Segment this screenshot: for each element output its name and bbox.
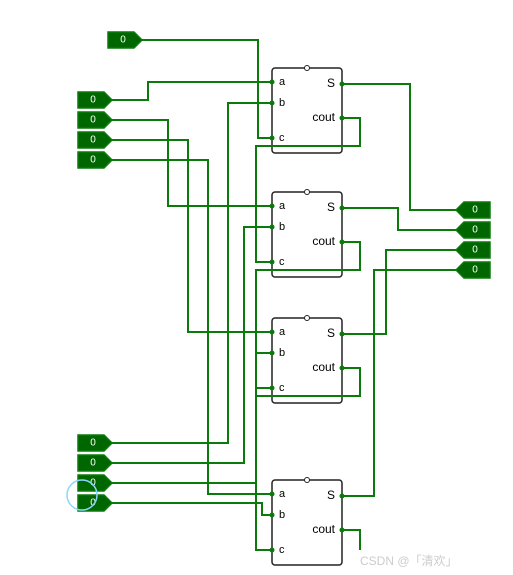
io-value: 0 — [90, 135, 96, 146]
io-value: 0 — [120, 35, 126, 46]
pin-label: a — [279, 200, 286, 212]
wire — [112, 120, 272, 206]
io-value: 0 — [90, 95, 96, 106]
io-value: 0 — [472, 225, 478, 236]
pin-label: S — [327, 326, 335, 340]
watermark: CSDN @「清欢」 — [360, 553, 458, 568]
wire — [342, 208, 456, 230]
io-value: 0 — [90, 458, 96, 469]
io-value: 0 — [90, 115, 96, 126]
pin-label: b — [279, 97, 285, 109]
pin-label: c — [279, 132, 285, 144]
pin-label: b — [279, 347, 285, 359]
pin-label: a — [279, 326, 286, 338]
io-value: 0 — [472, 245, 478, 256]
notch — [305, 66, 310, 71]
wire — [112, 227, 272, 463]
notch — [305, 316, 310, 321]
pin-label: b — [279, 509, 285, 521]
pin-label: c — [279, 382, 285, 394]
io-value: 0 — [90, 438, 96, 449]
wire — [142, 40, 272, 138]
notch — [305, 190, 310, 195]
circuit-diagram: abcScoutabcScoutabcScoutabcScout00000000… — [0, 0, 513, 575]
wire — [342, 530, 360, 550]
pin-label: b — [279, 221, 285, 233]
io-value: 0 — [472, 205, 478, 216]
wire — [112, 140, 272, 332]
pin-label: S — [327, 76, 335, 90]
pin-label: cout — [312, 360, 335, 374]
io-value: 0 — [90, 155, 96, 166]
pin-label: cout — [312, 234, 335, 248]
pin-label: cout — [312, 522, 335, 536]
wire — [112, 103, 272, 443]
wire — [112, 503, 272, 515]
pin-label: a — [279, 76, 286, 88]
notch — [305, 478, 310, 483]
pin-label: cout — [312, 110, 335, 124]
pin-label: c — [279, 256, 285, 268]
pin-label: S — [327, 200, 335, 214]
wire — [112, 82, 272, 100]
pin-label: c — [279, 544, 285, 556]
pin-label: S — [327, 488, 335, 502]
pin-label: a — [279, 488, 286, 500]
io-value: 0 — [472, 265, 478, 276]
